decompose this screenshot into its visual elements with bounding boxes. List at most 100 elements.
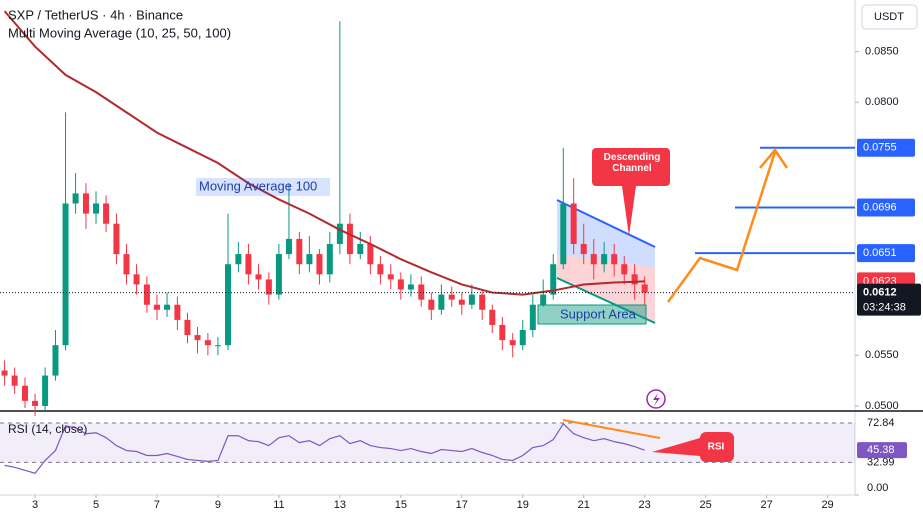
y-tick-label: 0.0850 — [865, 46, 899, 58]
level-badge-text: 0.0696 — [863, 201, 897, 213]
candle-body — [397, 279, 404, 290]
x-tick-label: 15 — [395, 499, 407, 511]
candle-body — [62, 203, 69, 346]
candle-body — [519, 330, 526, 346]
candle-body — [235, 254, 242, 265]
candle-body — [367, 243, 374, 265]
indicator-title: Multi Moving Average (10, 25, 50, 100) — [8, 25, 231, 40]
channel-line — [556, 277, 656, 324]
candle-body — [93, 203, 100, 214]
rsi-title: RSI (14, close) — [8, 422, 87, 436]
candle-body — [479, 294, 486, 310]
level-badge-text: 0.0755 — [863, 142, 897, 154]
level-badge-text: 0.0651 — [863, 247, 897, 259]
candle-body — [590, 254, 597, 265]
support-label: Support Area — [560, 306, 637, 321]
candle-body — [326, 243, 333, 275]
candle-body — [103, 203, 110, 224]
projection-path — [666, 151, 777, 303]
candle-body — [621, 264, 628, 275]
candle-body — [550, 264, 557, 295]
candle-body — [174, 304, 181, 320]
candle-body — [72, 193, 79, 204]
x-tick-label: 19 — [517, 499, 529, 511]
candle-body — [11, 375, 18, 386]
candle-body — [32, 400, 39, 406]
currency-button[interactable] — [861, 4, 918, 30]
candle-body — [448, 294, 455, 300]
currency-label: USDT — [874, 11, 904, 23]
x-tick-label: 25 — [700, 499, 712, 511]
candle-body — [438, 294, 445, 310]
event-icon-bolt — [653, 393, 660, 406]
candle-body — [580, 243, 587, 255]
channel-callout — [592, 148, 670, 236]
candle-body — [275, 254, 282, 295]
level-badge — [857, 244, 915, 263]
candle-body — [52, 345, 59, 376]
x-tick-label: 29 — [821, 499, 833, 511]
rsi-tick-label: 32.99 — [867, 456, 895, 468]
symbol-title: SXP / TetherUS · 4h · Binance — [8, 7, 183, 22]
channel-callout-text: Descending Channel — [603, 152, 661, 174]
rsi-tick-label: 72.84 — [867, 417, 895, 429]
x-tick-label: 21 — [578, 499, 590, 511]
candle-body — [336, 223, 343, 244]
level-badge — [857, 138, 915, 157]
candle-body — [499, 324, 506, 341]
level-badge — [857, 198, 915, 217]
channel-callout-box: Descending Channel — [603, 152, 661, 174]
candle-body — [418, 284, 425, 300]
x-tick-label: 9 — [215, 499, 221, 511]
candle-body — [509, 340, 516, 346]
x-tick-label: 23 — [639, 499, 651, 511]
x-tick-label: 27 — [760, 499, 772, 511]
candle-body — [611, 254, 618, 265]
candle-body — [529, 304, 536, 331]
price-badge — [857, 283, 921, 316]
candle-body — [245, 254, 252, 275]
candle-body — [123, 254, 130, 275]
price-badge-text: 0.0612 — [863, 286, 897, 298]
candle-body — [631, 274, 638, 285]
candle-body — [357, 243, 364, 255]
candle-body — [306, 254, 313, 265]
candle-body — [296, 238, 303, 265]
rsi-tick-label: 0.00 — [867, 482, 888, 494]
x-tick-label: 17 — [456, 499, 468, 511]
candle-body — [285, 238, 292, 255]
candle-body — [489, 309, 496, 325]
x-tick-label: 13 — [334, 499, 346, 511]
x-tick-label: 5 — [93, 499, 99, 511]
candle-body — [570, 203, 577, 244]
candle-body — [1, 370, 8, 376]
candle-body — [153, 304, 160, 310]
candle-body — [82, 193, 89, 214]
candle-body — [387, 274, 394, 280]
candle-body — [143, 284, 150, 305]
ma-label-bg — [196, 178, 330, 196]
rsi-badge-text: 45.38 — [867, 444, 895, 456]
projection-arrow — [759, 147, 789, 169]
rsi-divergence — [562, 419, 661, 439]
candle-body — [214, 345, 221, 347]
channel-lower — [557, 254, 655, 323]
candle-body — [377, 264, 384, 275]
candle-body — [641, 284, 648, 293]
ma-label: Moving Average 100 — [199, 178, 317, 193]
rsi-callout-text: RSI — [708, 442, 725, 453]
rsi-callout — [652, 432, 734, 462]
candle-body — [316, 254, 323, 275]
candle-body — [601, 254, 608, 265]
countdown: 03:24:38 — [863, 301, 906, 313]
x-tick-label: 11 — [273, 499, 284, 511]
candle-body — [468, 294, 475, 305]
candle-body — [407, 284, 414, 290]
candle-body — [42, 375, 49, 406]
candle-body — [21, 385, 28, 401]
rsi-badge — [857, 442, 907, 459]
candle-body — [560, 203, 567, 265]
candle-body — [225, 264, 231, 346]
candle-body — [204, 340, 211, 346]
candle-body — [113, 223, 120, 255]
